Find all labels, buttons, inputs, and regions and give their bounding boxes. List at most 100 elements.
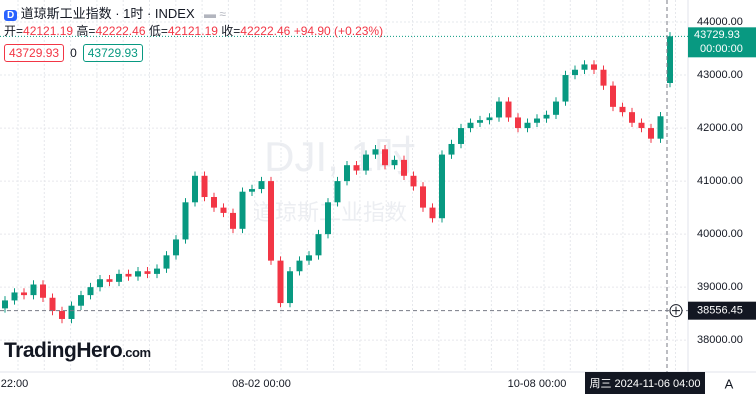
crosshair-y-label: 38556.45 (697, 305, 743, 317)
crosshair-x-label: 周三 2024-11-06 04:00 (589, 377, 700, 390)
candle-body (591, 64, 597, 70)
candle-body (553, 101, 559, 115)
ohlc-label: 高= (76, 24, 96, 38)
add-alert-icon (672, 306, 680, 315)
candle-body (562, 75, 569, 102)
candle-body (439, 154, 445, 219)
logo-brand: TradingHero (4, 339, 123, 362)
x-tick-label: 22:00 (1, 378, 29, 390)
candle-body (163, 255, 170, 269)
candle-body (154, 268, 160, 274)
candle-body (296, 260, 303, 272)
candle-body (49, 297, 56, 312)
candle-body (477, 120, 483, 123)
x-tick-label: 08-02 00:00 (232, 378, 291, 390)
candle-body (657, 116, 664, 139)
candle-body (230, 212, 236, 229)
candle-body (268, 181, 274, 261)
crosshair-x-tag (585, 372, 705, 394)
candle-body (610, 85, 616, 107)
candle-body (619, 106, 626, 113)
candle-body (572, 69, 578, 76)
candle-body (211, 197, 217, 208)
candle-body (505, 101, 512, 118)
candle-body (220, 207, 227, 213)
candle-body (496, 101, 502, 118)
crosshair-y-tag (688, 301, 756, 320)
spread: 0 (70, 46, 77, 60)
candle-body (201, 175, 208, 198)
y-tick-label: 42000.00 (697, 122, 743, 134)
candle-body (249, 189, 255, 192)
candle-body (106, 279, 113, 282)
candle-body (11, 292, 18, 301)
ohlc-value: 42222.46 (240, 24, 291, 38)
trade-row: 43729.93 0 43729.93 (4, 44, 149, 62)
candle-body (59, 311, 65, 319)
candle-body (239, 191, 246, 229)
candle-body (277, 260, 284, 304)
buy-button[interactable]: 43729.93 (82, 44, 143, 62)
candle-body (344, 165, 350, 182)
candle-body (87, 287, 94, 296)
candle-body (97, 279, 103, 288)
sell-button[interactable]: 43729.93 (4, 44, 65, 62)
candle-body (648, 128, 654, 139)
candle-body (258, 181, 265, 190)
candle-body (534, 118, 540, 123)
y-tick-label: 39000.00 (697, 281, 743, 293)
ohlc-label: 收= (221, 24, 241, 38)
candle-body (524, 122, 531, 129)
candle-body (2, 300, 8, 309)
logo: TradingHero.com (4, 339, 151, 363)
change: +94.90 (+0.23%) (293, 24, 384, 38)
candle-body (363, 154, 369, 171)
ohlc-value: 42222.46 (95, 24, 146, 38)
auto-scale-label[interactable]: A (725, 376, 734, 391)
ohlc-label: 开= (4, 24, 24, 38)
candle-body (315, 234, 322, 256)
candle-body (192, 175, 198, 203)
candle-body (401, 159, 407, 176)
x-tick-label: 10-08 00:00 (508, 378, 567, 390)
ohlc-value: 42121.19 (167, 24, 218, 38)
candle-body (458, 128, 464, 144)
symbol-icon: D (4, 10, 18, 21)
candle-body (429, 207, 436, 219)
candle-body (68, 305, 75, 319)
candle-body (600, 69, 607, 86)
candle-body (629, 112, 635, 123)
candle-body (420, 186, 426, 208)
candle-body (116, 273, 122, 282)
candle-body (543, 114, 550, 119)
candle-body (334, 181, 341, 203)
candle-body (40, 284, 46, 298)
candle-body (325, 202, 331, 235)
candle-body (515, 117, 521, 129)
candle-body (287, 271, 293, 304)
candle-body (144, 271, 151, 274)
candle-body (410, 175, 417, 187)
candle-body (667, 36, 673, 83)
candle-body (21, 292, 27, 296)
candle-body (30, 284, 37, 296)
candle-body (78, 295, 84, 306)
y-tick-label: 44000.00 (697, 16, 743, 28)
last-price-tag (688, 27, 756, 58)
title-row: D 道琼斯工业指数 · 1时 · INDEX ▬ ≈ (4, 3, 226, 22)
title: 道琼斯工业指数 · 1时 · INDEX (20, 6, 195, 21)
y-tick-label: 43000.00 (697, 69, 743, 81)
candle-body (486, 117, 493, 121)
watermark-symbol: DJI, 1时 (264, 133, 416, 180)
candle-body (372, 149, 379, 155)
y-tick-label: 41000.00 (697, 175, 743, 187)
candle-body (638, 122, 645, 129)
candle-body (135, 271, 141, 277)
y-tick-label: 38000.00 (697, 334, 743, 346)
auto-scale-button (720, 376, 738, 394)
countdown: 00:00:00 (700, 43, 743, 55)
ohlc-label: 低= (148, 24, 168, 38)
candle-body (391, 159, 398, 166)
